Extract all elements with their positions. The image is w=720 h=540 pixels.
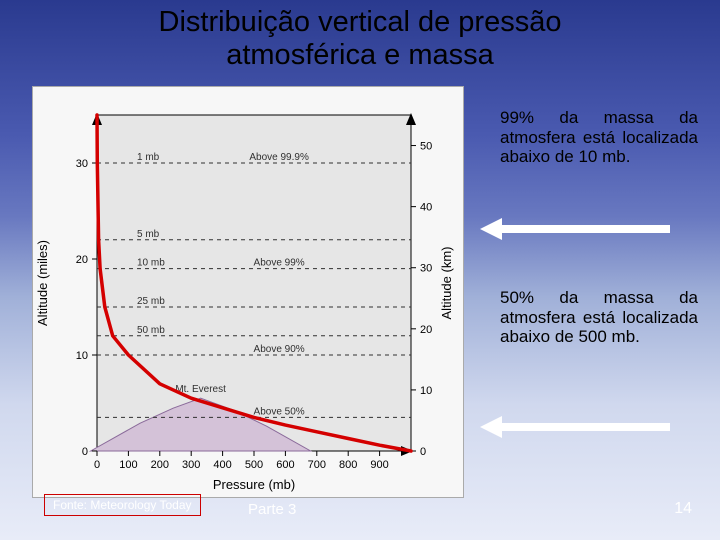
svg-text:50 mb: 50 mb: [137, 325, 165, 336]
svg-text:100: 100: [119, 459, 137, 471]
svg-text:10: 10: [420, 385, 432, 397]
svg-text:Altitude (km): Altitude (km): [439, 247, 454, 320]
title-line2: atmosférica e massa: [226, 39, 494, 71]
svg-text:30: 30: [76, 158, 88, 170]
svg-text:1 mb: 1 mb: [137, 152, 160, 163]
svg-text:500: 500: [245, 459, 263, 471]
svg-text:0: 0: [420, 446, 426, 458]
svg-text:Above 50%: Above 50%: [254, 406, 305, 417]
page-number: 14: [674, 500, 692, 518]
svg-text:800: 800: [339, 459, 357, 471]
arrow-to-10mb: [480, 218, 670, 240]
svg-text:Pressure (mb): Pressure (mb): [213, 477, 295, 492]
svg-text:40: 40: [420, 202, 432, 214]
svg-text:600: 600: [276, 459, 294, 471]
svg-text:10 mb: 10 mb: [137, 258, 165, 269]
svg-text:5 mb: 5 mb: [137, 229, 160, 240]
svg-text:20: 20: [76, 254, 88, 266]
svg-text:20: 20: [420, 324, 432, 336]
svg-text:200: 200: [151, 459, 169, 471]
source-citation: Fonte: Meteorology Today: [44, 494, 201, 516]
svg-text:Above 90%: Above 90%: [254, 344, 305, 355]
svg-text:Altitude (miles): Altitude (miles): [35, 240, 50, 326]
svg-text:50: 50: [420, 141, 432, 153]
note-99pct: 99% da massa da atmosfera está localizad…: [500, 108, 698, 167]
svg-text:10: 10: [76, 350, 88, 362]
svg-text:Above 99.9%: Above 99.9%: [249, 152, 309, 163]
svg-text:30: 30: [420, 263, 432, 275]
chart-svg: Mt. Everest0100200300400500600700800900P…: [33, 87, 463, 497]
title-line1: Distribuição vertical de pressão: [159, 6, 562, 38]
svg-text:700: 700: [308, 459, 326, 471]
arrow-to-500mb: [480, 416, 670, 438]
svg-text:900: 900: [370, 459, 388, 471]
pressure-altitude-chart: Mt. Everest0100200300400500600700800900P…: [32, 86, 464, 498]
svg-text:0: 0: [94, 459, 100, 471]
svg-text:0: 0: [82, 446, 88, 458]
slide-title: Distribuição vertical de pressão atmosfé…: [0, 6, 720, 73]
section-label: Parte 3: [248, 501, 296, 518]
svg-text:300: 300: [182, 459, 200, 471]
note-50pct: 50% da massa da atmosfera está localizad…: [500, 288, 698, 347]
svg-text:Above 99%: Above 99%: [254, 258, 305, 269]
svg-text:25 mb: 25 mb: [137, 296, 165, 307]
svg-text:400: 400: [213, 459, 231, 471]
